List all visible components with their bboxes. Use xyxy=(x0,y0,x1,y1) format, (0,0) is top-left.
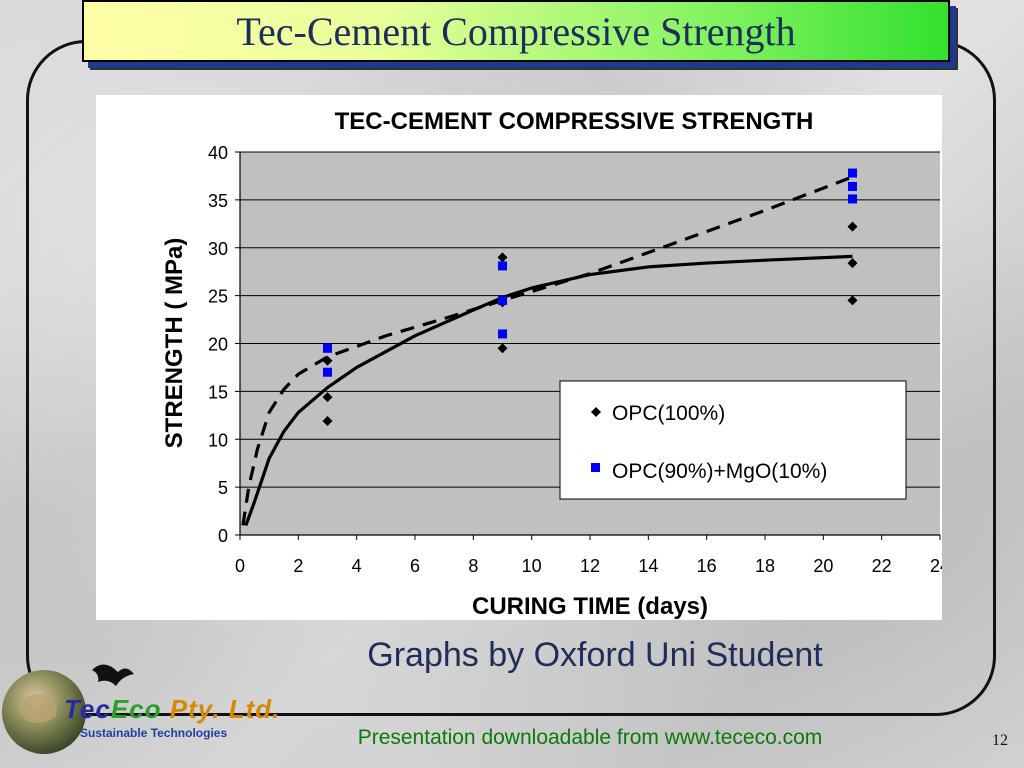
slide-title: Tec-Cement Compressive Strength xyxy=(236,8,796,54)
point-opc100 xyxy=(497,252,508,263)
y-tick-labels: 0 5 10 15 20 25 30 35 40 xyxy=(208,143,228,546)
x-tick-label: 4 xyxy=(352,556,362,576)
point-opc90-mgo10 xyxy=(498,295,507,305)
point-opc90-mgo10 xyxy=(848,194,857,204)
point-opc90-mgo10 xyxy=(848,168,857,178)
x-tick-label: 20 xyxy=(813,556,833,576)
point-opc100 xyxy=(497,343,508,354)
trendlines xyxy=(241,175,854,526)
company-tagline: Sustainable Technologies xyxy=(80,726,228,740)
x-tick-label: 2 xyxy=(293,556,303,576)
x-tick-labels: 024681012141618202224 xyxy=(235,556,950,576)
company-name: TecEco Pty. Ltd. xyxy=(64,694,281,724)
slide-title-box: Tec-Cement Compressive Strength xyxy=(82,0,950,62)
x-tick-label: 8 xyxy=(468,556,478,576)
y-tick-label: 15 xyxy=(208,382,228,402)
y-tick-label: 30 xyxy=(208,239,228,259)
point-opc100 xyxy=(322,416,333,427)
y-tick-label: 5 xyxy=(218,478,228,498)
y-tick-label: 20 xyxy=(208,335,228,355)
legend-square-icon xyxy=(591,463,600,472)
chart: TEC-CEMENT COMPRESSIVE STRENGTH 0 2 4 6 8 10 1… xyxy=(161,108,950,620)
x-tick-label: 16 xyxy=(697,556,717,576)
trendline-opc100 xyxy=(244,254,853,526)
chart-panel: TEC-CEMENT COMPRESSIVE STRENGTH 0 2 4 6 8 10 1… xyxy=(96,95,950,620)
y-tick-label: 35 xyxy=(208,191,228,211)
point-opc100 xyxy=(847,295,858,306)
x-tick-label: 14 xyxy=(638,556,658,576)
legend-diamond-icon xyxy=(591,407,601,417)
x-tick-label: 10 xyxy=(522,556,542,576)
point-opc90-mgo10 xyxy=(323,367,332,377)
legend: OPC(100%) OPC(90%)+MgO(10%) xyxy=(559,380,907,500)
x-tick-label: 22 xyxy=(872,556,892,576)
y-tick-label: 10 xyxy=(208,430,228,450)
x-axis-label: CURING TIME (days) xyxy=(472,593,708,620)
point-opc100 xyxy=(847,258,858,269)
data-points xyxy=(322,168,858,427)
point-opc90-mgo10 xyxy=(498,329,507,339)
point-opc90-mgo10 xyxy=(323,343,332,353)
slide-caption: Graphs by Oxford Uni Student xyxy=(367,636,823,674)
y-tick-label: 0 xyxy=(218,526,228,546)
globe-logo-icon xyxy=(2,664,134,754)
page-number: 12 xyxy=(992,732,1008,749)
point-opc100 xyxy=(847,221,858,232)
footer-link-text: Presentation downloadable from www.tecec… xyxy=(357,726,823,749)
point-opc100 xyxy=(322,392,333,403)
point-opc100 xyxy=(322,355,333,366)
x-tick-label: 24 xyxy=(930,556,942,576)
x-tick-label: 6 xyxy=(410,556,420,576)
y-tick-label: 40 xyxy=(208,143,228,163)
y-tick-label: 25 xyxy=(208,287,228,307)
tececo-logo xyxy=(0,650,290,760)
x-tick-label: 18 xyxy=(755,556,775,576)
chart-title: TEC-CEMENT COMPRESSIVE STRENGTH xyxy=(335,108,814,135)
legend-box xyxy=(559,380,907,500)
y-axis-label: STRENGTH ( MPa) xyxy=(161,238,188,449)
point-opc90-mgo10 xyxy=(498,261,507,271)
axes xyxy=(235,151,941,540)
legend-label-opc90-mgo10: OPC(90%)+MgO(10%) xyxy=(612,460,827,483)
x-tick-label: 12 xyxy=(580,556,600,576)
x-tick-label: 0 xyxy=(235,556,245,576)
legend-label-opc100: OPC(100%) xyxy=(612,402,725,425)
point-opc90-mgo10 xyxy=(848,181,857,191)
